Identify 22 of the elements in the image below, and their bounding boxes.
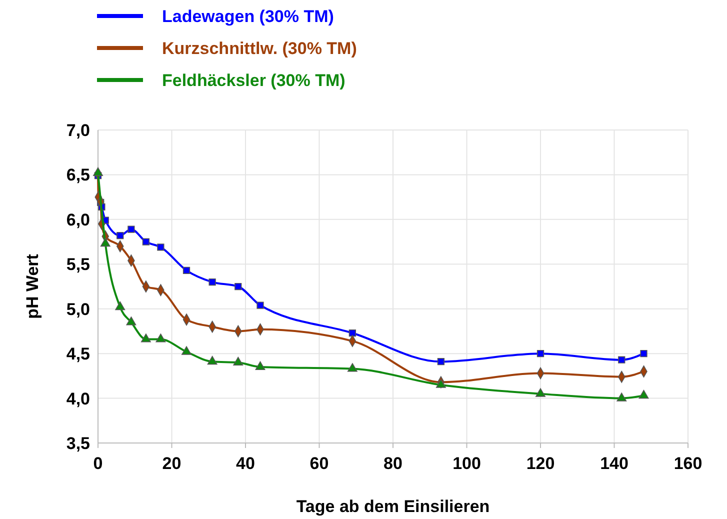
y-tick-label: 4,5	[66, 344, 90, 364]
y-tick-label: 4,0	[66, 389, 90, 408]
y-tick-label: 5,0	[66, 300, 90, 319]
x-tick-label: 0	[93, 454, 103, 473]
x-tick-label: 140	[600, 454, 628, 473]
x-tick-label: 40	[236, 454, 255, 473]
x-axis-title: Tage ab dem Einsilieren	[296, 497, 490, 516]
x-tick-label: 160	[674, 454, 702, 473]
x-tick-label: 20	[162, 454, 182, 473]
x-tick-label: 80	[384, 454, 402, 473]
y-tick-label: 6,5	[66, 166, 90, 185]
y-tick-label: 3,5	[66, 434, 90, 453]
y-tick-label: 6,0	[66, 210, 90, 230]
y-tick-label: 5,5	[66, 255, 90, 274]
x-tick-label: 100	[452, 454, 481, 473]
legend-label: Kurzschnittlw. (30% TM)	[162, 39, 357, 58]
legend-label: Feldhäcksler (30% TM)	[162, 71, 346, 90]
legend-label: Ladewagen (30% TM)	[162, 7, 334, 26]
x-tick-label: 60	[310, 454, 329, 473]
x-tick-label: 120	[526, 454, 555, 473]
y-tick-label: 7,0	[66, 121, 90, 140]
y-axis-title: pH Wert	[23, 254, 42, 319]
